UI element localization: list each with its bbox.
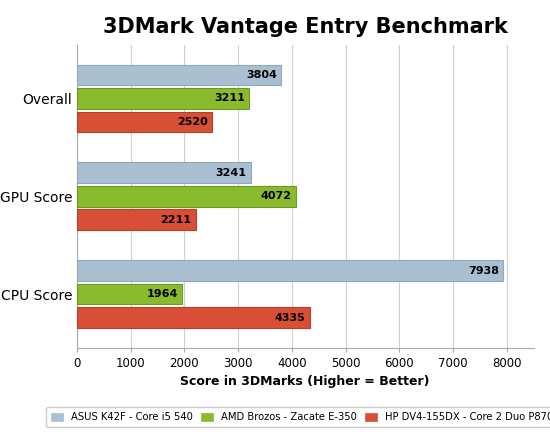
- Title: 3DMark Vantage Entry Benchmark: 3DMark Vantage Entry Benchmark: [103, 17, 508, 37]
- Text: 3804: 3804: [246, 70, 277, 80]
- Bar: [77, 186, 296, 206]
- X-axis label: Score in 3DMarks (Higher = Better): Score in 3DMarks (Higher = Better): [180, 376, 430, 388]
- Bar: [77, 112, 212, 132]
- Text: 2211: 2211: [161, 215, 191, 225]
- Bar: [77, 88, 250, 109]
- Text: 7938: 7938: [468, 265, 499, 276]
- Bar: [77, 209, 196, 230]
- Bar: [77, 260, 503, 281]
- Text: 2520: 2520: [177, 117, 208, 127]
- Text: 3241: 3241: [216, 168, 247, 178]
- Text: 4335: 4335: [275, 313, 305, 322]
- Text: 3211: 3211: [214, 93, 245, 103]
- Legend: ASUS K42F - Core i5 540, AMD Brozos - Zacate E-350, HP DV4-155DX - Core 2 Duo P8: ASUS K42F - Core i5 540, AMD Brozos - Za…: [46, 408, 550, 427]
- Text: 4072: 4072: [260, 191, 292, 201]
- Bar: [77, 284, 183, 305]
- Bar: [77, 65, 281, 85]
- Bar: [77, 307, 310, 328]
- Bar: [77, 162, 251, 183]
- Text: 1964: 1964: [147, 289, 178, 299]
